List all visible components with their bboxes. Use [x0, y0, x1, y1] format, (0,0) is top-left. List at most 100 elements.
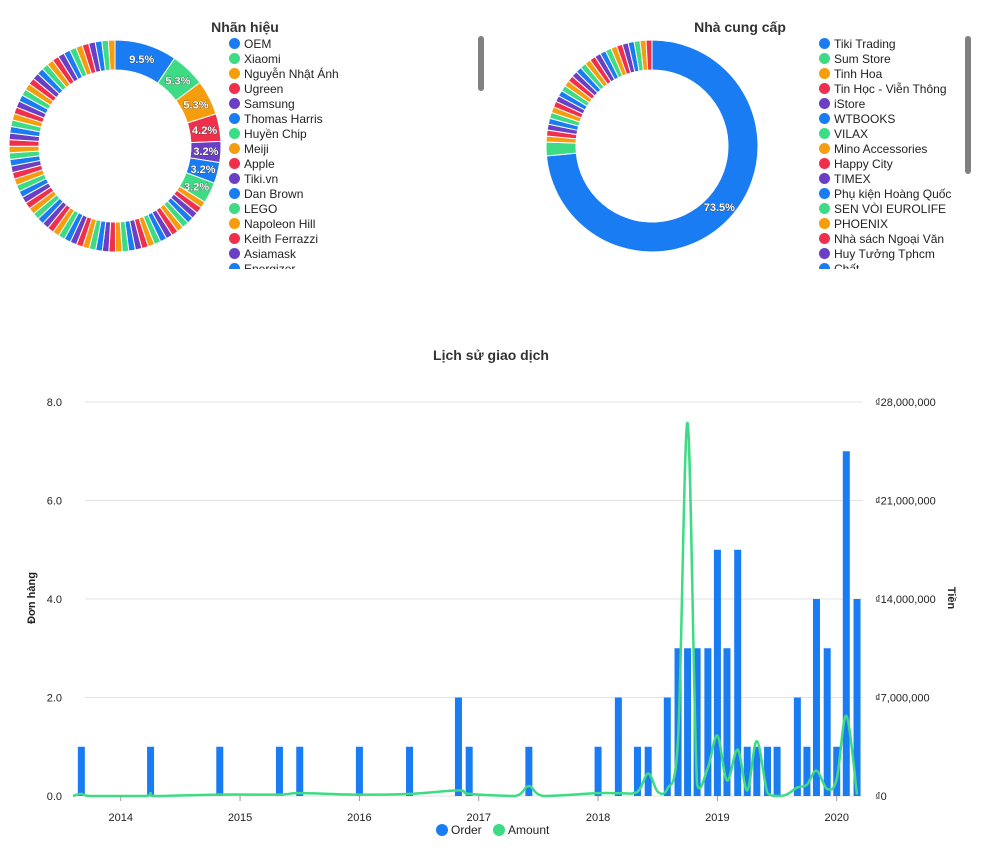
supplier-legend-item[interactable]: Tin Học - Viễn Thông — [819, 81, 969, 96]
x-tick-label: 2019 — [705, 812, 729, 824]
order-bar[interactable] — [296, 746, 304, 796]
brand-legend-item[interactable]: Napoleon Hill — [229, 216, 469, 231]
supplier-legend-item[interactable]: TIMEX — [819, 171, 969, 186]
brand-legend-item[interactable]: OEM — [229, 36, 469, 51]
order-bar[interactable] — [704, 648, 712, 796]
legend-marker-icon — [229, 113, 240, 124]
order-bar[interactable] — [833, 746, 841, 796]
order-bar[interactable] — [793, 697, 801, 797]
brand-legend-item[interactable]: Dan Brown — [229, 186, 469, 201]
brand-legend-item[interactable]: LEGO — [229, 201, 469, 216]
legend-marker-icon — [819, 113, 830, 124]
legend-marker-icon — [819, 188, 830, 199]
brand-legend-item[interactable]: Thomas Harris — [229, 111, 469, 126]
legend-marker-icon — [819, 38, 830, 49]
supplier-legend-item[interactable]: Happy City — [819, 156, 969, 171]
order-bar[interactable] — [454, 697, 462, 797]
supplier-slice[interactable] — [545, 141, 577, 157]
order-bar[interactable] — [803, 746, 811, 796]
order-bar[interactable] — [147, 746, 155, 796]
order-bar[interactable] — [753, 746, 761, 796]
brand-legend-item[interactable]: Apple — [229, 156, 469, 171]
order-bar[interactable] — [614, 697, 622, 797]
order-bar[interactable] — [684, 648, 692, 796]
order-bar[interactable] — [693, 648, 701, 796]
brand-legend-scrollbar[interactable] — [478, 36, 484, 91]
brand-legend-item[interactable]: Keith Ferrazzi — [229, 231, 469, 246]
supplier-slice[interactable] — [645, 39, 653, 71]
supplier-legend-item[interactable]: Mino Accessories — [819, 141, 969, 156]
brand-legend-item[interactable]: Xiaomi — [229, 51, 469, 66]
legend-marker-icon — [819, 83, 830, 94]
supplier-legend-item[interactable]: iStore — [819, 96, 969, 111]
amount-line[interactable] — [72, 421, 859, 798]
history-legend-label[interactable]: Order — [451, 823, 482, 837]
supplier-slice[interactable] — [545, 39, 759, 253]
supplier-legend-item[interactable]: Tinh Hoa — [819, 66, 969, 81]
order-bar[interactable] — [773, 746, 781, 796]
x-tick-label: 2016 — [347, 812, 371, 824]
brand-legend-item[interactable]: Asiamask — [229, 246, 469, 261]
order-bar[interactable] — [853, 599, 861, 796]
order-bar[interactable] — [723, 648, 731, 796]
order-bar[interactable] — [812, 599, 820, 796]
supplier-legend-item[interactable]: SEN VÒI EUROLIFE — [819, 201, 969, 216]
legend-marker-icon — [229, 233, 240, 244]
y2-tick-label: ₫21,000,000 — [875, 496, 936, 508]
order-bar[interactable] — [594, 746, 602, 796]
legend-marker-icon — [819, 263, 830, 269]
order-bar[interactable] — [663, 697, 671, 797]
brand-donut: 9.5% 5.3% 5.3% 4.2% 3.2% 3.2% 3.2% — [8, 39, 222, 253]
supplier-legend-label: WTBOOKS — [834, 111, 896, 126]
order-bar[interactable] — [633, 746, 641, 796]
order-bar[interactable] — [644, 746, 652, 796]
brand-legend-item[interactable]: Ugreen — [229, 81, 469, 96]
order-bar[interactable] — [275, 746, 283, 796]
supplier-legend-item[interactable]: Phụ kiện Hoàng Quốc — [819, 186, 969, 201]
supplier-legend-item[interactable]: Huy Tưởng Tphcm — [819, 246, 969, 261]
brand-slice-label: 5.3% — [165, 75, 190, 87]
supplier-legend-item[interactable]: WTBOOKS — [819, 111, 969, 126]
brand-legend-item[interactable]: Nguyễn Nhật Ánh — [229, 66, 469, 81]
brand-legend-label: Dan Brown — [244, 186, 304, 201]
supplier-legend-label: Sum Store — [834, 51, 891, 66]
supplier-legend-item[interactable]: Tiki Trading — [819, 36, 969, 51]
legend-marker-icon — [229, 158, 240, 169]
supplier-legend-label: Tiki Trading — [834, 36, 896, 51]
brand-donut-panel: Nhãn hiệu 9.5% 5.3% 5.3% 4.2% 3.2% 3.2% 3.2% O… — [0, 0, 495, 275]
y2-tick-label: ₫14,000,000 — [875, 594, 936, 606]
history-legend-label[interactable]: Amount — [508, 823, 550, 837]
brand-legend-item[interactable]: Samsung — [229, 96, 469, 111]
order-bar[interactable] — [743, 746, 751, 796]
supplier-legend-item[interactable]: VILAX — [819, 126, 969, 141]
brand-legend-item[interactable]: Energizer — [229, 261, 469, 269]
legend-marker-icon — [229, 68, 240, 79]
order-bar[interactable] — [713, 549, 721, 796]
y-tick-label: 4.0 — [47, 594, 62, 606]
order-bar[interactable] — [823, 648, 831, 796]
brand-slice[interactable] — [107, 39, 116, 71]
order-bar[interactable] — [525, 746, 533, 796]
brand-legend-label: LEGO — [244, 201, 278, 216]
order-bar[interactable] — [355, 746, 363, 796]
order-bar[interactable] — [764, 746, 772, 796]
supplier-legend-item[interactable]: Chất — [819, 261, 969, 269]
supplier-legend-label: PHOENIX — [834, 216, 889, 231]
legend-marker-icon — [819, 173, 830, 184]
brand-legend-item[interactable]: Tiki.vn — [229, 171, 469, 186]
order-bar[interactable] — [734, 549, 742, 796]
x-tick-label: 2015 — [228, 812, 252, 824]
supplier-legend-item[interactable]: PHOENIX — [819, 216, 969, 231]
legend-marker-icon — [436, 824, 448, 836]
supplier-legend-item[interactable]: Nhà sách Ngoại Văn — [819, 231, 969, 246]
supplier-legend-scrollbar[interactable] — [965, 36, 971, 174]
order-bar[interactable] — [406, 746, 414, 796]
order-bar[interactable] — [842, 451, 850, 796]
supplier-legend-item[interactable]: Sum Store — [819, 51, 969, 66]
order-bar[interactable] — [216, 746, 224, 796]
brand-legend-item[interactable]: Huyền Chip — [229, 126, 469, 141]
brand-legend-item[interactable]: Meiji — [229, 141, 469, 156]
order-bar[interactable] — [77, 746, 85, 796]
supplier-legend-label: VILAX — [834, 126, 869, 141]
order-bar[interactable] — [465, 746, 473, 796]
